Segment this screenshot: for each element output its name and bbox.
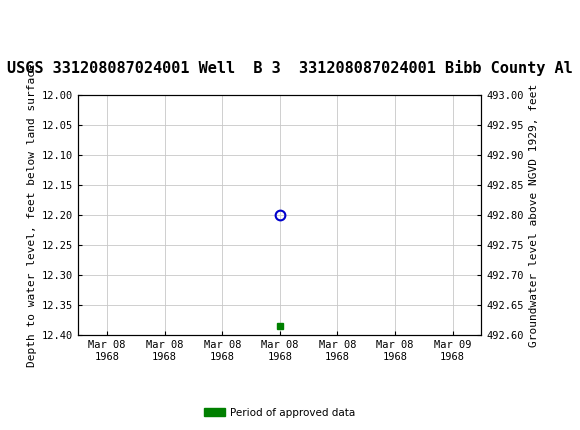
Legend: Period of approved data: Period of approved data [200, 403, 360, 422]
Text: ≈USGS: ≈USGS [5, 10, 63, 29]
Y-axis label: Groundwater level above NGVD 1929, feet: Groundwater level above NGVD 1929, feet [530, 83, 539, 347]
Text: ~USGS: ~USGS [9, 10, 79, 28]
Text: USGS 331208087024001 Well  B 3  331208087024001 Bibb County Al: USGS 331208087024001 Well B 3 3312080870… [7, 60, 573, 76]
Y-axis label: Depth to water level, feet below land surface: Depth to water level, feet below land su… [27, 63, 37, 367]
